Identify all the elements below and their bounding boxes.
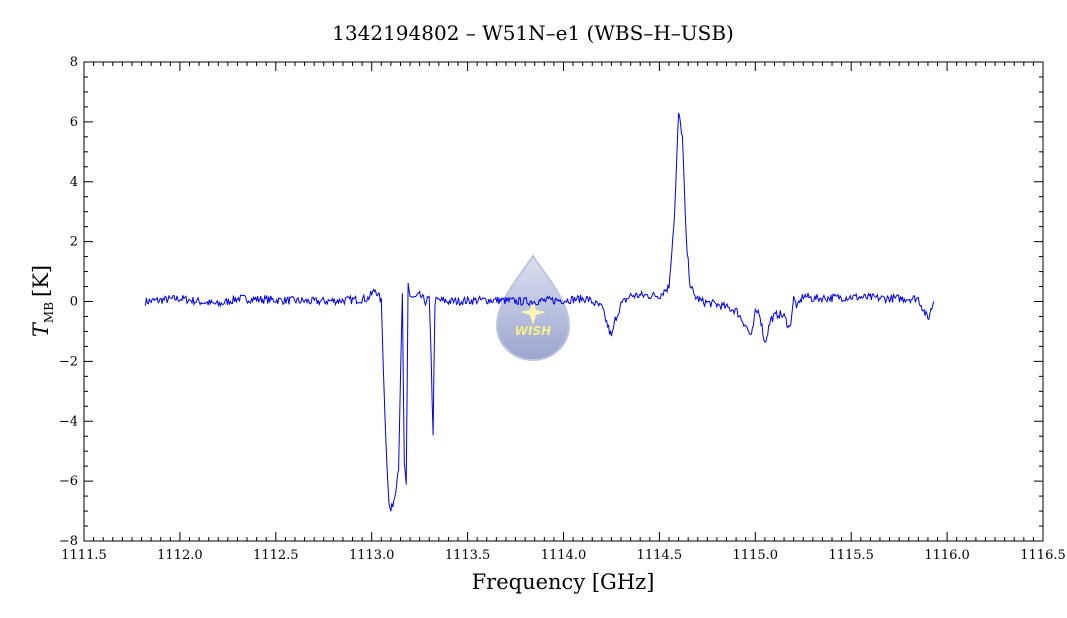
y-tick-label: −6	[59, 474, 78, 489]
x-tick-label: 1112.0	[157, 548, 203, 563]
axis-tick-labels: 1111.5 1112.0 1112.5 1113.0 1113.5 1114.0 1114…	[59, 55, 1066, 563]
x-tick-label: 1115.0	[733, 548, 779, 563]
y-tick-label: 8	[70, 55, 78, 70]
star-icon	[520, 300, 546, 325]
x-axis-title: Frequency [GHz]	[472, 570, 655, 594]
y-tick-label: 6	[70, 115, 78, 130]
y-tick-label: −4	[59, 414, 78, 429]
x-tick-label: 1112.5	[253, 548, 299, 563]
watermark-label: WISH	[515, 324, 551, 338]
y-axis-title-sub: MB	[42, 302, 56, 323]
svg-text:TMB[K]: TMB [K]	[29, 265, 56, 337]
x-tick-label: 1116.0	[924, 548, 970, 563]
spectrum-line	[144, 112, 935, 512]
y-tick-label: 2	[70, 235, 78, 250]
y-tick-label: −8	[59, 534, 78, 549]
y-tick-label: 4	[70, 175, 78, 190]
x-tick-label: 1113.0	[349, 548, 395, 563]
y-tick-label: 0	[70, 295, 78, 310]
x-tick-label: 1115.5	[828, 548, 874, 563]
y-tick-label: −2	[59, 354, 78, 369]
plot-frame	[83, 61, 1044, 542]
y-axis-title-main: T	[29, 321, 53, 337]
x-tick-label: 1114.5	[637, 548, 683, 563]
chart-title: 1342194802 – W51N–e1 (WBS–H–USB)	[332, 21, 734, 45]
wish-watermark: WISH	[495, 254, 571, 361]
x-tick-label: 1116.5	[1020, 548, 1066, 563]
x-tick-label: 1114.0	[541, 548, 587, 563]
y-axis-title: TMB [K]	[29, 265, 56, 337]
x-tick-label: 1111.5	[61, 548, 107, 563]
axis-ticks	[83, 61, 1044, 542]
x-tick-label: 1113.5	[445, 548, 491, 563]
y-axis-title-unit: [K]	[29, 265, 53, 297]
